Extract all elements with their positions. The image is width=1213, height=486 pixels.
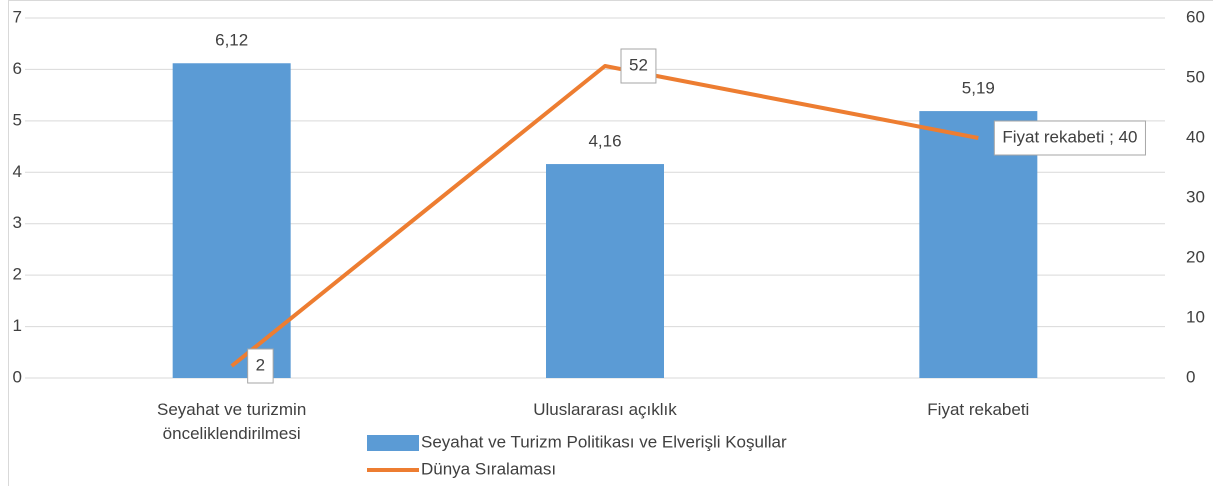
- y2-tick-label: 0: [1186, 367, 1195, 386]
- y-tick-label: 0: [13, 367, 22, 386]
- data-label: 52: [629, 55, 648, 74]
- legend-label: Dünya Sıralaması: [421, 459, 556, 478]
- legend-swatch: [367, 435, 419, 451]
- x-tick-label: Seyahat ve turizmin önceliklendirilmesi: [157, 400, 307, 443]
- chart-frame: [8, 0, 1213, 486]
- y2-tick-label: 60: [1186, 7, 1205, 26]
- y2-tick-label: 20: [1186, 247, 1205, 266]
- data-label: 5,19: [962, 79, 995, 98]
- x-tick-label: Fiyat rekabeti: [927, 400, 1030, 419]
- bar: [919, 111, 1038, 378]
- y2-tick-label: 40: [1186, 127, 1205, 146]
- data-label-box: [620, 48, 657, 84]
- legend-label: Seyahat ve Turizm Politikası ve Elverişl…: [421, 432, 787, 451]
- y-tick-label: 3: [13, 213, 22, 232]
- data-label: 4,16: [588, 132, 621, 151]
- x-tick-label: Uluslararası açıklık: [533, 400, 677, 419]
- y-tick-label: 2: [13, 265, 22, 284]
- bar: [546, 164, 664, 378]
- bar: [172, 63, 291, 378]
- line: [230, 64, 979, 368]
- data-label: 2: [256, 355, 265, 374]
- data-label-box: [247, 348, 274, 384]
- y-tick-label: 5: [13, 110, 22, 129]
- data-label: Fiyat rekabeti ; 40: [1002, 127, 1137, 146]
- y-tick-label: 4: [13, 162, 22, 181]
- y2-tick-label: 30: [1186, 187, 1205, 206]
- y-tick-label: 7: [13, 7, 22, 26]
- y2-tick-label: 10: [1186, 307, 1205, 326]
- y-tick-label: 1: [13, 316, 22, 335]
- data-label-box: [993, 120, 1146, 156]
- data-label: 6,12: [215, 31, 248, 50]
- y-tick-label: 6: [13, 59, 22, 78]
- y2-tick-label: 50: [1186, 67, 1205, 86]
